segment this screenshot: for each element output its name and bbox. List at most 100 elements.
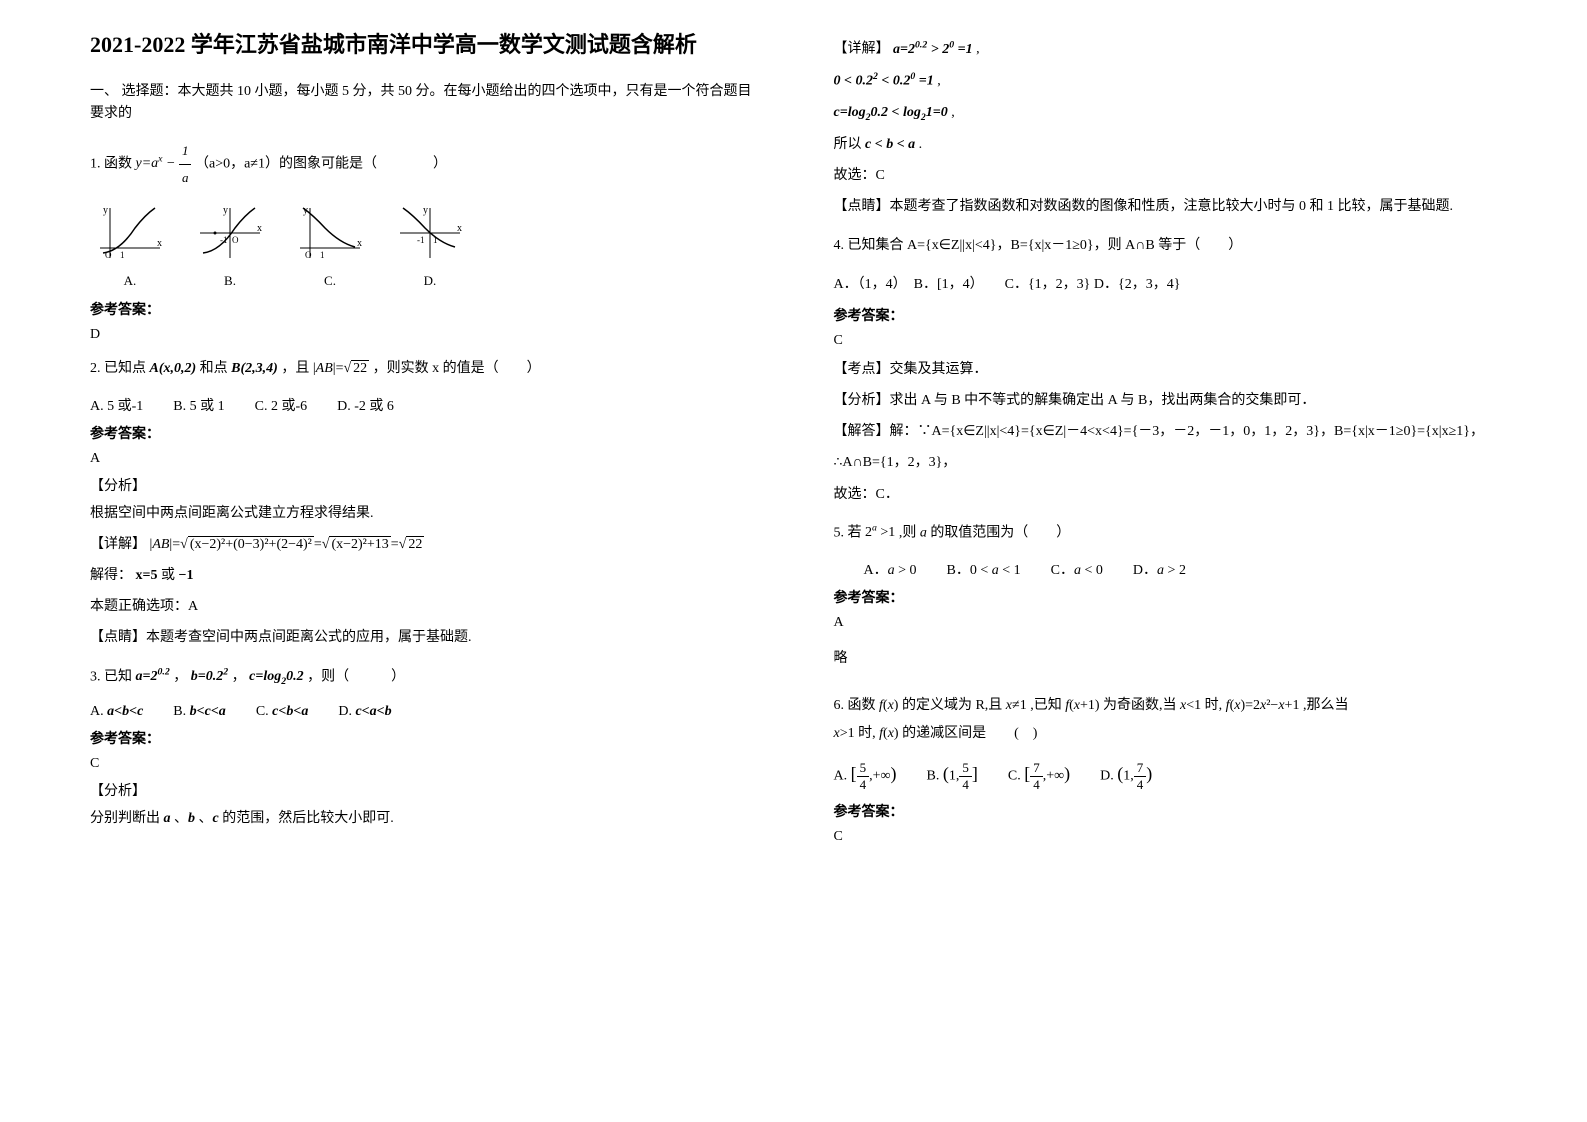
section-heading: 一、 选择题：本大题共 10 小题，每小题 5 分，共 50 分。在每小题给出的… [90, 81, 754, 126]
q2-mid1: 和点 [200, 361, 228, 376]
q4-conclusion: 故选：C． [834, 482, 1498, 507]
col2-line4-f: c < b < a [865, 137, 915, 152]
q5-opt-a: A．a > 0 [864, 559, 917, 579]
q6-xgt-suffix: 时, [858, 726, 876, 741]
q1-suffix: （a>0，a≠1）的图象可能是（ ） [195, 156, 447, 171]
q2-answer-label: 参考答案： [90, 423, 754, 443]
question-4: 4. 已知集合 A={x∈Z||x|<4}，B={x|x－1≥0}，则 A∩B … [834, 232, 1498, 260]
q5-brief: 略 [834, 646, 1498, 671]
left-column: 2021-2022 学年江苏省盐城市南洋中学高一数学文测试题含解析 一、 选择题… [50, 30, 794, 1092]
q2-detail-label: 【详解】 [90, 537, 146, 552]
q2-point: 【点睛】本题考查空间中两点间距离公式的应用，属于基础题. [90, 625, 754, 650]
graph-b: x y -1 O B. [190, 203, 270, 289]
q2-detail: 【详解】 |AB|=√(x−2)²+(0−3)²+(2−4)²=√(x−2)²+… [90, 532, 754, 557]
q2-answer: A [90, 451, 754, 467]
q5-answer-label: 参考答案： [834, 587, 1498, 607]
q2-correct: 本题正确选项：A [90, 594, 754, 619]
question-6: 6. 函数 f(x) 的定义域为 R,且 x≠1 ,已知 f(x+1) 为奇函数… [834, 692, 1498, 748]
col2-line5: 故选：C [834, 163, 1498, 188]
q3-prefix: 3. 已知 [90, 669, 132, 684]
svg-text:O: O [305, 250, 312, 260]
q6-fx: f(x) [879, 698, 898, 713]
q4-answer-label: 参考答案： [834, 305, 1498, 325]
q2-ab: |AB|=√22 [313, 360, 369, 376]
q1-answer-label: 参考答案： [90, 299, 754, 319]
graph-c-label: C. [290, 273, 370, 289]
graph-d: x y -1 1 D. [390, 203, 470, 289]
svg-text:1: 1 [120, 250, 125, 260]
q6-xneq: x≠1 [1006, 698, 1027, 713]
q2-opt-d: D. -2 或 6 [337, 395, 394, 415]
q2-opt-b: B. 5 或 1 [173, 395, 224, 415]
q6-t2: ,已知 [1030, 698, 1062, 713]
q3-suffix: ，则（ ） [307, 669, 405, 684]
graph-c: x y O 1 C. [290, 203, 370, 289]
q5-opt-b: B．0 < a < 1 [947, 559, 1021, 579]
q6-t4: 时, [1205, 698, 1223, 713]
q3-options: A. a<b<c B. b<c<a C. c<b<a D. c<a<b [90, 704, 754, 720]
graph-a-svg: x y O 1 [95, 203, 165, 263]
svg-text:x: x [357, 238, 362, 249]
q6-options: A. [54,+∞) B. (1,54] C. [74,+∞) D. (1,74… [834, 760, 1498, 793]
q2-solve-result: x=5 或 −1 [136, 568, 194, 583]
q6-t3: 为奇函数,当 [1103, 698, 1177, 713]
q4-fenxi: 【分析】求出 A 与 B 中不等式的解集确定出 A 与 B，找出两集合的交集即可… [834, 388, 1498, 413]
q1-formula: y=ax − 1a [136, 156, 192, 171]
q6-opt-d: D. (1,74) [1100, 760, 1152, 793]
graph-b-svg: x y -1 O [195, 203, 265, 263]
right-column: 【详解】 a=20.2 > 20 =1 , 0 < 0.22 < 0.20 =1… [794, 30, 1538, 1092]
q6-xlt: x<1 [1180, 698, 1201, 713]
svg-text:y: y [423, 205, 428, 216]
q4-options: A．（1，4） B．[1，4） C．{1，2，3} D．{2，3，4} [834, 272, 1498, 297]
q3-analysis-label: 【分析】 [90, 780, 754, 800]
graph-a-label: A. [90, 273, 170, 289]
q2-opt-c: C. 2 或-6 [255, 395, 308, 415]
q3-answer: C [90, 756, 754, 772]
q5-mid: ,则 [899, 525, 917, 540]
q6-fx1: f(x+1) [1065, 698, 1099, 713]
q1-answer: D [90, 327, 754, 343]
q3-b: b=0.22 [191, 669, 228, 684]
q4-answer: C [834, 333, 1498, 349]
svg-text:x: x [257, 223, 262, 234]
q5-prefix: 5. 若 [834, 525, 862, 540]
q1-prefix: 1. 函数 [90, 156, 132, 171]
page-title: 2021-2022 学年江苏省盐城市南洋中学高一数学文测试题含解析 [90, 30, 754, 61]
q2-prefix: 2. 已知点 [90, 361, 146, 376]
q2-analysis-text: 根据空间中两点间距离公式建立方程求得结果. [90, 501, 754, 526]
q3-opt-c: C. c<b<a [256, 704, 309, 720]
q5-opt-d: D．a > 2 [1133, 559, 1186, 579]
q4-jieda: 【解答】解：∵A={x∈Z||x|<4}={x∈Z|－4<x<4}={－3，－2… [834, 419, 1498, 444]
q2-suffix: ，则实数 x 的值是（ ） [373, 361, 541, 376]
q3-c: c=log20.2 [249, 669, 304, 684]
svg-text:x: x [457, 223, 462, 234]
q6-answer-label: 参考答案： [834, 801, 1498, 821]
q3-analysis-text: 分别判断出 a 、b 、c 的范围，然后比较大小即可. [90, 806, 754, 831]
q2-pointA: A(x,0,2) [150, 361, 197, 376]
q2-opt-a: A. 5 或-1 [90, 395, 143, 415]
question-2: 2. 已知点 A(x,0,2) 和点 B(2,3,4) ，且 |AB|=√22 … [90, 355, 754, 383]
col2-line4: 所以 c < b < a . [834, 132, 1498, 157]
q6-t5: ,那么当 [1303, 698, 1349, 713]
question-5: 5. 若 2a >1 ,则 a 的取值范围为（ ） [834, 519, 1498, 548]
svg-text:-1: -1 [417, 235, 425, 245]
q3-c1: ， [173, 669, 187, 684]
graph-d-svg: x y -1 1 [395, 203, 465, 263]
q3-opt-a: A. a<b<c [90, 704, 143, 720]
q2-detail-formula: |AB|=√(x−2)²+(0−3)²+(2−4)²=√(x−2)²+13=√2… [150, 536, 425, 552]
q2-mid2: ，且 [281, 361, 309, 376]
col2-line2: 0 < 0.22 < 0.20 =1 , [834, 68, 1498, 94]
q3-opt-b: B. b<c<a [173, 704, 226, 720]
q6-opt-c: C. [74,+∞) [1008, 760, 1070, 793]
q5-cond: 2a >1 [865, 525, 895, 540]
question-3: 3. 已知 a=20.2 ， b=0.22 ， c=log20.2 ，则（ ） [90, 663, 754, 692]
svg-text:x: x [157, 238, 162, 249]
q5-suffix: 的取值范围为（ ） [930, 525, 1070, 540]
q2-solve-prefix: 解得： [90, 568, 132, 583]
svg-text:y: y [223, 205, 228, 216]
q6-t1: 的定义域为 R,且 [902, 698, 1002, 713]
q5-var: a [920, 525, 927, 540]
q5-answer: A [834, 615, 1498, 631]
q6-t6: 的递减区间是 ( ) [902, 726, 1037, 741]
q6-xgt: x>1 [834, 726, 855, 741]
